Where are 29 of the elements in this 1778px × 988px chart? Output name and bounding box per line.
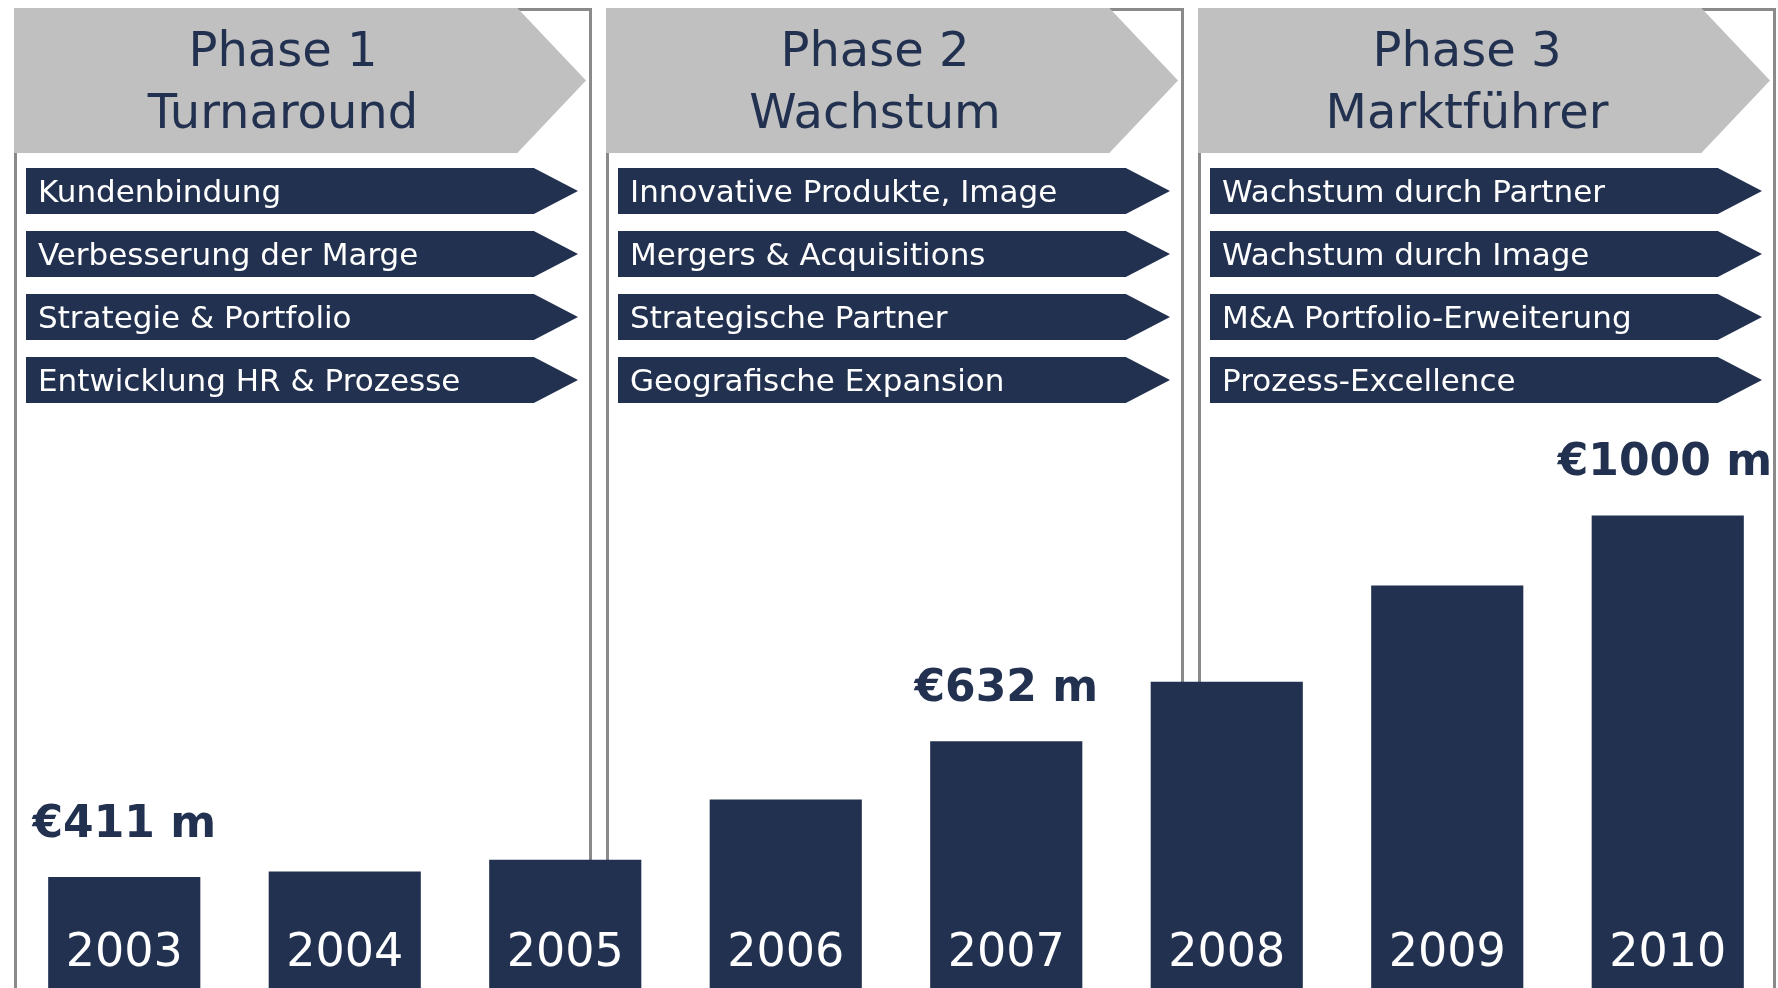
annotation: Phase 3 <box>1371 20 1563 79</box>
data-label: €632 m <box>913 660 1099 712</box>
x-tick-label: 2008 <box>1168 923 1286 977</box>
annotation: Wachstum durch Partner <box>1222 172 1605 211</box>
x-tick-label: 2010 <box>1609 923 1727 977</box>
annotation: Mergers & Acquisitions <box>630 235 986 274</box>
annotation: Phase 2 <box>779 20 971 79</box>
x-tick-label: 2009 <box>1388 923 1506 977</box>
annotation: Innovative Produkte, Image <box>630 172 1058 211</box>
annotation: Turnaround <box>146 82 420 141</box>
annotation: Entwicklung HR & Prozesse <box>38 361 461 400</box>
annotation: M&A Portfolio-Erweiterung <box>1222 298 1632 337</box>
annotation: Prozess-Excellence <box>1222 361 1516 400</box>
annotation: Phase 1 <box>187 20 379 79</box>
x-tick-label: 2006 <box>727 923 845 977</box>
x-tick-label: 2007 <box>947 923 1065 977</box>
annotation: Verbesserung der Marge <box>38 235 419 274</box>
x-tick-label: 2003 <box>65 923 183 977</box>
data-label: €1000 m <box>1556 434 1773 486</box>
annotation: Kundenbindung <box>38 172 282 211</box>
annotation: Marktführer <box>1324 82 1610 141</box>
annotation: Wachstum <box>748 82 1002 141</box>
annotation: Geografische Expansion <box>630 361 1005 400</box>
annotation: Strategische Partner <box>630 298 948 337</box>
annotation: Strategie & Portfolio <box>38 298 352 337</box>
x-tick-label: 2004 <box>286 923 404 977</box>
data-label: €411 m <box>31 795 217 847</box>
x-tick-label: 2005 <box>506 923 624 977</box>
annotation: Wachstum durch Image <box>1222 235 1590 274</box>
